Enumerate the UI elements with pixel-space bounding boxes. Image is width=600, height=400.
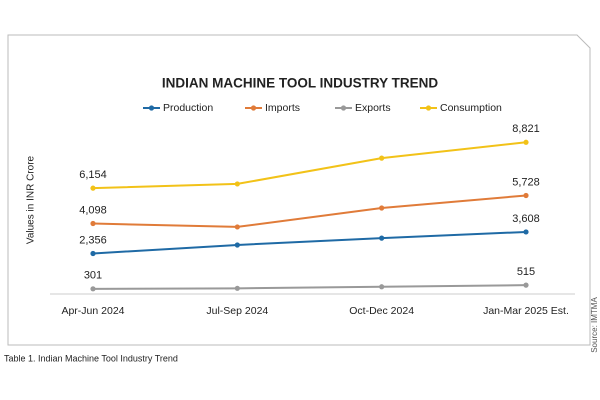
data-label: 8,821 [512, 123, 540, 135]
legend-marker [340, 105, 347, 111]
data-label: 2,356 [79, 234, 107, 246]
data-point [379, 205, 385, 211]
data-point [523, 139, 529, 145]
data-point [379, 155, 385, 161]
series-line [92, 194, 527, 228]
data-point [523, 282, 529, 288]
legend-marker [425, 105, 432, 111]
series-line [92, 230, 527, 255]
data-label: 4,098 [79, 204, 107, 216]
data-point [523, 192, 529, 199]
data-point [379, 235, 385, 241]
data-label: 5,728 [512, 176, 540, 188]
data-point [234, 285, 240, 291]
legend-label: Consumption [440, 102, 502, 114]
chart-frame [7, 34, 591, 346]
legend-label: Imports [265, 102, 300, 114]
data-label: 6,154 [79, 169, 107, 181]
data-point [234, 224, 240, 230]
data-point [90, 250, 96, 257]
series-line [92, 141, 527, 190]
data-point [523, 229, 529, 235]
data-label: 3,608 [512, 213, 540, 225]
legend-marker [250, 105, 257, 111]
y-axis-label: Values in INR Crore [26, 155, 37, 244]
data-label: 515 [517, 266, 535, 278]
data-point [234, 242, 240, 248]
legend-label: Production [163, 102, 213, 114]
data-point [90, 220, 96, 227]
legend-label: Exports [355, 102, 391, 114]
legend-marker [148, 105, 155, 111]
x-tick-label: Jan-Mar 2025 Est. [483, 305, 569, 317]
x-tick-label: Jul-Sep 2024 [206, 305, 268, 317]
data-point [379, 284, 385, 290]
data-point [90, 185, 96, 191]
data-point [234, 181, 240, 187]
x-tick-label: Apr-Jun 2024 [61, 305, 124, 317]
data-point [90, 286, 96, 292]
x-tick-label: Oct-Dec 2024 [349, 305, 414, 317]
caption: Table 1. Indian Machine Tool Industry Tr… [4, 353, 178, 363]
data-label: 301 [84, 270, 102, 282]
source: Source: IMTMA [590, 297, 599, 353]
chart-title: INDIAN MACHINE TOOL INDUSTRY TREND [162, 76, 439, 91]
series-line [92, 284, 527, 290]
